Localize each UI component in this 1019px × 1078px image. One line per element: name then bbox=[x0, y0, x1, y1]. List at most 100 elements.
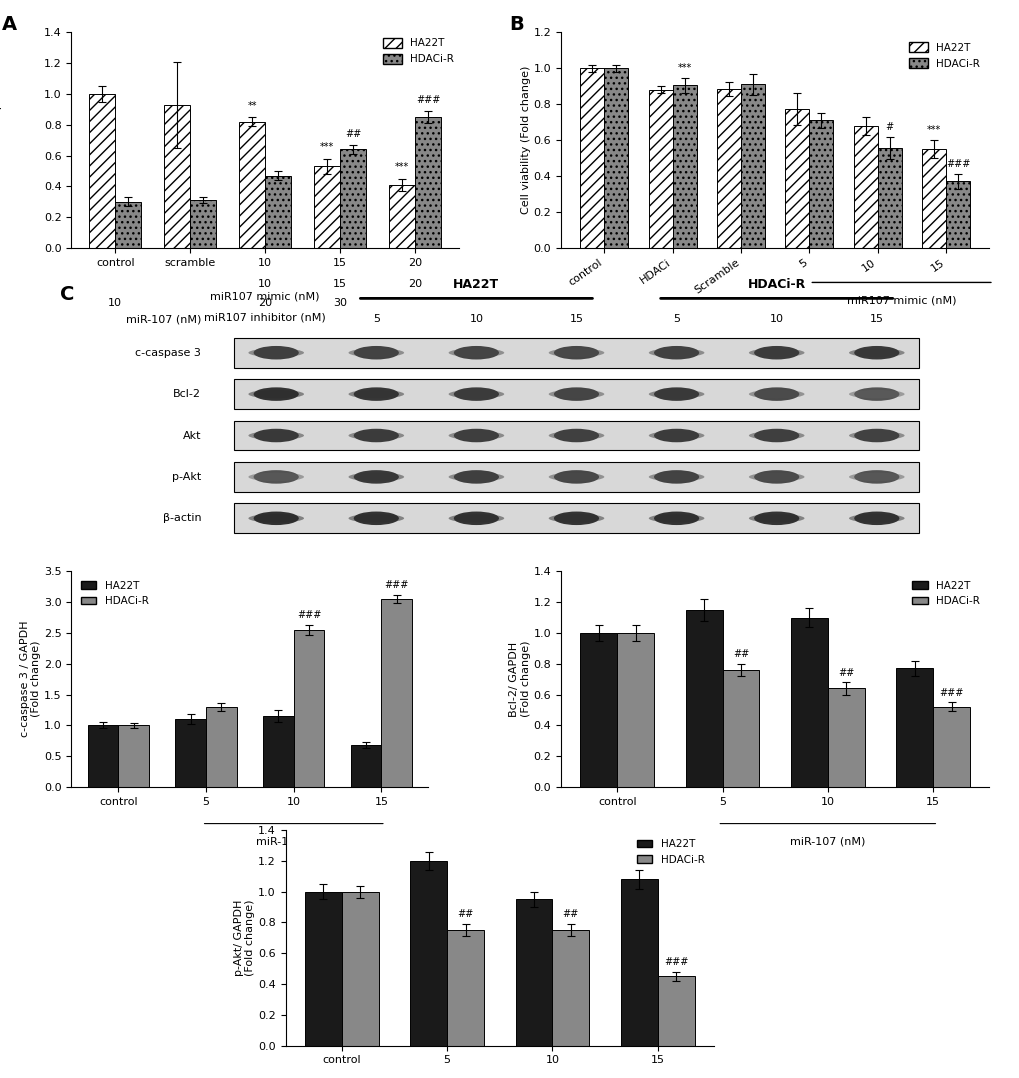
Ellipse shape bbox=[648, 431, 704, 440]
Ellipse shape bbox=[648, 390, 704, 399]
Text: miR-107 (nM): miR-107 (nM) bbox=[790, 837, 865, 846]
Ellipse shape bbox=[648, 348, 704, 357]
Bar bbox=[118, 725, 149, 787]
Ellipse shape bbox=[249, 348, 304, 357]
Ellipse shape bbox=[548, 472, 603, 481]
Ellipse shape bbox=[648, 514, 704, 523]
Text: miR-107 (nM): miR-107 (nM) bbox=[256, 837, 331, 846]
Ellipse shape bbox=[354, 429, 398, 442]
Bar bbox=[314, 166, 340, 248]
Bar bbox=[785, 109, 808, 248]
Ellipse shape bbox=[453, 346, 498, 359]
Bar bbox=[921, 149, 945, 248]
Ellipse shape bbox=[748, 348, 804, 357]
Ellipse shape bbox=[748, 431, 804, 440]
Text: 15: 15 bbox=[569, 314, 583, 324]
Legend: HA22T, HDACi-R: HA22T, HDACi-R bbox=[76, 577, 153, 610]
Bar bbox=[206, 707, 236, 787]
Bar bbox=[716, 88, 741, 248]
Ellipse shape bbox=[548, 431, 603, 440]
Ellipse shape bbox=[249, 472, 304, 481]
Ellipse shape bbox=[853, 387, 899, 401]
Ellipse shape bbox=[553, 470, 598, 484]
Bar bbox=[233, 420, 918, 451]
Ellipse shape bbox=[453, 470, 498, 484]
Ellipse shape bbox=[354, 512, 398, 525]
Bar bbox=[351, 745, 381, 787]
Text: ***: *** bbox=[394, 163, 409, 172]
Ellipse shape bbox=[354, 346, 398, 359]
Bar bbox=[233, 462, 918, 492]
Bar bbox=[604, 68, 628, 248]
Ellipse shape bbox=[548, 514, 603, 523]
Bar bbox=[827, 689, 864, 787]
Ellipse shape bbox=[853, 512, 899, 525]
Bar bbox=[305, 892, 341, 1046]
Y-axis label: c-caspase 3 / GAPDH
(Fold change): c-caspase 3 / GAPDH (Fold change) bbox=[19, 621, 41, 737]
Bar bbox=[721, 669, 759, 787]
Bar bbox=[876, 148, 901, 248]
Ellipse shape bbox=[553, 429, 598, 442]
Text: ###: ### bbox=[945, 158, 969, 169]
Text: C: C bbox=[60, 286, 74, 304]
Bar bbox=[741, 84, 764, 248]
Legend: HA22T, HDACi-R: HA22T, HDACi-R bbox=[904, 38, 983, 73]
Ellipse shape bbox=[853, 429, 899, 442]
Bar bbox=[932, 707, 969, 787]
Ellipse shape bbox=[748, 472, 804, 481]
Ellipse shape bbox=[453, 387, 498, 401]
Text: HA22T: HA22T bbox=[452, 278, 499, 291]
Ellipse shape bbox=[653, 387, 698, 401]
Bar bbox=[233, 503, 918, 534]
Bar bbox=[410, 861, 446, 1046]
Ellipse shape bbox=[653, 512, 698, 525]
Bar bbox=[853, 126, 876, 248]
Bar bbox=[115, 202, 142, 248]
Text: ##: ## bbox=[344, 128, 361, 139]
Bar bbox=[673, 85, 696, 248]
Ellipse shape bbox=[448, 390, 503, 399]
Y-axis label: Bcl-2/ GAPDH
(Fold change): Bcl-2/ GAPDH (Fold change) bbox=[508, 641, 530, 717]
Bar bbox=[388, 184, 415, 248]
Text: Akt: Akt bbox=[182, 430, 201, 441]
Ellipse shape bbox=[254, 470, 299, 484]
Ellipse shape bbox=[348, 348, 404, 357]
Ellipse shape bbox=[254, 387, 299, 401]
Ellipse shape bbox=[249, 390, 304, 399]
Text: 5: 5 bbox=[373, 314, 379, 324]
Bar bbox=[175, 719, 206, 787]
Text: ##: ## bbox=[838, 667, 854, 678]
Ellipse shape bbox=[753, 470, 799, 484]
Ellipse shape bbox=[249, 514, 304, 523]
Ellipse shape bbox=[848, 472, 904, 481]
Ellipse shape bbox=[753, 387, 799, 401]
Text: 20: 20 bbox=[258, 299, 272, 308]
Ellipse shape bbox=[348, 472, 404, 481]
Text: Bcl-2: Bcl-2 bbox=[173, 389, 201, 399]
Text: 10: 10 bbox=[469, 314, 483, 324]
Text: ***: *** bbox=[926, 125, 941, 135]
Legend: HA22T, HDACi-R: HA22T, HDACi-R bbox=[632, 835, 708, 869]
Ellipse shape bbox=[848, 431, 904, 440]
Bar bbox=[657, 977, 694, 1046]
Ellipse shape bbox=[748, 514, 804, 523]
Y-axis label: miR-107 relative expression: miR-107 relative expression bbox=[0, 63, 2, 218]
Bar bbox=[233, 337, 918, 368]
Text: ###: ### bbox=[663, 957, 688, 967]
Bar bbox=[580, 68, 604, 248]
Text: miR-107 (nM): miR-107 (nM) bbox=[125, 314, 201, 324]
Bar bbox=[238, 122, 265, 248]
Ellipse shape bbox=[254, 346, 299, 359]
Y-axis label: Cell viability (Fold change): Cell viability (Fold change) bbox=[521, 66, 530, 215]
Bar bbox=[648, 89, 673, 248]
Text: 15: 15 bbox=[869, 314, 882, 324]
Text: 10: 10 bbox=[108, 299, 122, 308]
Ellipse shape bbox=[348, 390, 404, 399]
Ellipse shape bbox=[448, 472, 503, 481]
Bar bbox=[89, 94, 115, 248]
Ellipse shape bbox=[553, 387, 598, 401]
Text: ###: ### bbox=[384, 580, 409, 590]
Text: A: A bbox=[2, 15, 16, 34]
Ellipse shape bbox=[753, 512, 799, 525]
Bar bbox=[88, 725, 118, 787]
